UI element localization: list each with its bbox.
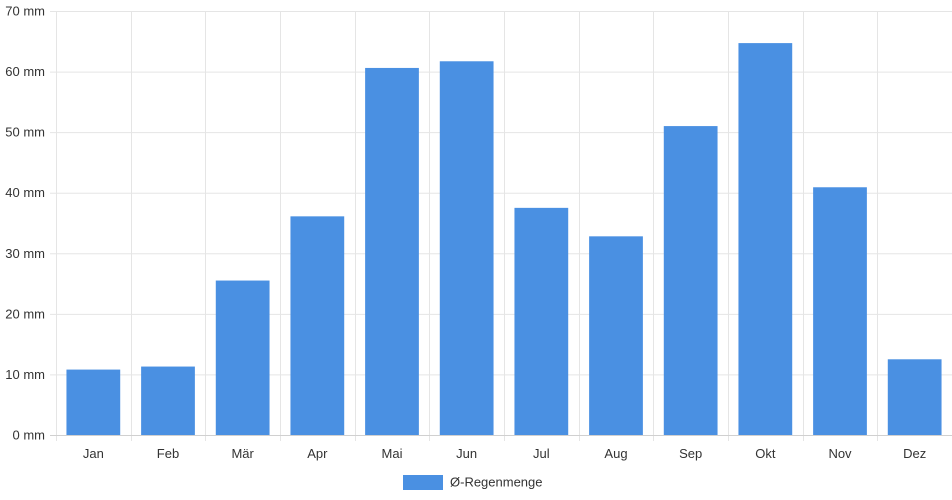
- bar-Aug[interactable]: [589, 236, 643, 435]
- bar-Mai[interactable]: [365, 67, 419, 436]
- y-tick-label: 30 mm: [5, 246, 45, 261]
- x-tick-label: Mai: [382, 446, 403, 461]
- x-tick-label: Okt: [755, 446, 776, 461]
- x-tick-label: Dez: [903, 446, 926, 461]
- bar-Feb[interactable]: [141, 366, 195, 435]
- y-tick-label: 70 mm: [5, 4, 45, 19]
- y-tick-label: 40 mm: [5, 185, 45, 200]
- legend[interactable]: Ø-Regenmenge: [403, 475, 543, 491]
- bar-Jun[interactable]: [439, 61, 494, 435]
- grid-lines: [50, 11, 952, 441]
- bar-Apr[interactable]: [290, 216, 345, 435]
- bar-Mär[interactable]: [215, 280, 270, 435]
- y-axis-ticks: 0 mm 10 mm 20 mm 30 mm 40 mm 50 mm 60 mm 70 mm: [5, 4, 45, 443]
- legend-label: Ø-Regenmenge: [450, 475, 543, 490]
- y-tick-label: 10 mm: [5, 367, 45, 382]
- x-tick-label: Sep: [679, 446, 702, 461]
- x-tick-label: Jan: [83, 446, 104, 461]
- y-tick-label: 50 mm: [5, 125, 45, 140]
- x-tick-label: Apr: [307, 446, 328, 461]
- x-tick-label: Nov: [828, 446, 852, 461]
- bar-Nov[interactable]: [813, 187, 867, 435]
- bar-Sep[interactable]: [663, 126, 718, 435]
- y-tick-label: 0 mm: [13, 428, 46, 443]
- x-axis-ticks: Jan Feb Mär Apr Mai Jun Jul Aug Sep Okt Nov Dez: [83, 446, 926, 461]
- bar-Jan[interactable]: [66, 369, 121, 435]
- y-tick-label: 20 mm: [5, 306, 45, 321]
- bars: [66, 43, 942, 436]
- y-tick-label: 60 mm: [5, 64, 45, 79]
- x-tick-label: Jun: [456, 446, 477, 461]
- x-tick-label: Mär: [231, 446, 254, 461]
- x-tick-label: Feb: [157, 446, 179, 461]
- x-tick-label: Jul: [533, 446, 550, 461]
- bar-Dez[interactable]: [887, 359, 942, 435]
- legend-swatch: [403, 475, 443, 490]
- x-tick-label: Aug: [604, 446, 627, 461]
- bar-Jul[interactable]: [514, 207, 569, 435]
- bar-Okt[interactable]: [738, 43, 793, 436]
